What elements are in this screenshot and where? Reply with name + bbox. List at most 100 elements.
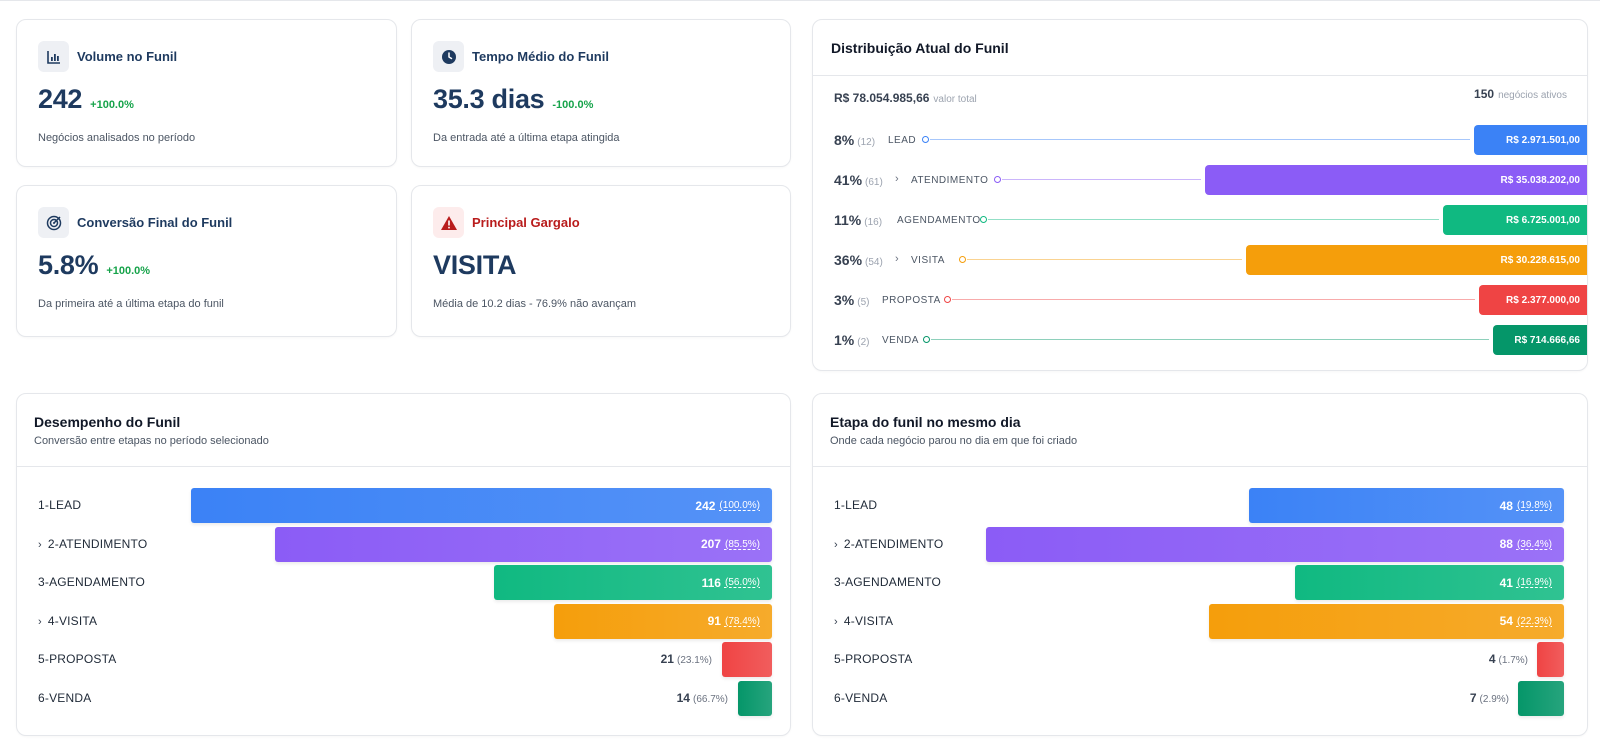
funnel-stage-label: 3-AGENDAMENTO (834, 575, 941, 589)
performance-title: Desempenho do Funil (34, 414, 181, 430)
funnel-stage-label: › 4-VISITA (38, 614, 97, 628)
distribution-row[interactable]: 1% (2) VENDA R$ 714.666,66 (813, 325, 1587, 355)
distribution-stage-label: AGENDAMENTO (897, 215, 981, 226)
funnel-bar[interactable]: 116 (56.0%) (494, 565, 772, 600)
funnel-stage-label: 6-VENDA (38, 691, 91, 705)
distribution-bar[interactable]: R$ 714.666,66 (1493, 325, 1587, 355)
funnel-bar[interactable]: 41 (16.9%) (1295, 565, 1564, 600)
chevron-right-icon[interactable]: › (834, 538, 838, 551)
funnel-row[interactable]: 3-AGENDAMENTO 41 (16.9%) (813, 565, 1587, 600)
funnel-percent: (23.1%) (676, 655, 712, 666)
funnel-stage-label: › 2-ATENDIMENTO (834, 537, 943, 551)
chevron-right-icon[interactable]: › (38, 538, 42, 551)
distribution-amount: R$ 714.666,66 (1514, 334, 1580, 346)
funnel-value: 88 (1499, 537, 1513, 551)
chevron-right-icon[interactable]: › (38, 615, 42, 628)
funnel-value: 91 (707, 614, 721, 628)
funnel-percent: (100.0%) (719, 500, 760, 511)
funnel-value: 54 (1499, 614, 1513, 628)
funnel-row[interactable]: 6-VENDA 7 (2.9%) (813, 680, 1587, 716)
funnel-stage-label: › 2-ATENDIMENTO (38, 537, 147, 551)
funnel-bar[interactable]: 48 (19.8%) (1249, 488, 1564, 523)
funnel-row[interactable]: › 4-VISITA 54 (22.3%) (813, 603, 1587, 639)
distribution-row[interactable]: 11% (16) AGENDAMENTO R$ 6.725.001,00 (813, 205, 1587, 235)
stage-connector-line (931, 339, 1489, 340)
funnel-bar[interactable]: 54 (22.3%) (1209, 603, 1564, 639)
kpi-subtitle: Negócios analisados no período (38, 132, 196, 144)
kpi-delta: +100.0% (90, 99, 134, 111)
chevron-right-icon[interactable]: › (895, 253, 899, 265)
distribution-bar[interactable]: R$ 6.725.001,00 (1443, 205, 1587, 235)
stage-dot-icon (980, 216, 987, 223)
distribution-bar[interactable]: R$ 2.377.000,00 (1479, 285, 1587, 315)
funnel-stage-label: 1-LEAD (834, 498, 877, 512)
target-icon (38, 207, 69, 238)
kpi-card-volume: Volume no Funil 242 +100.0% Negócios ana… (16, 19, 397, 167)
funnel-percent: (2.9%) (1479, 693, 1509, 705)
funnel-value: 21 (660, 652, 674, 666)
funnel-row[interactable]: › 2-ATENDIMENTO 88 (36.4%) (813, 526, 1587, 562)
distribution-amount: R$ 35.038.202,00 (1500, 174, 1580, 186)
funnel-row[interactable]: 3-AGENDAMENTO 116 (56.0%) (17, 565, 790, 600)
kpi-title: Volume no Funil (77, 49, 178, 64)
divider (17, 466, 790, 467)
funnel-percent: (66.7%) (692, 693, 728, 705)
funnel-bar[interactable] (1537, 642, 1564, 677)
funnel-bar[interactable]: 88 (36.4%) (986, 526, 1564, 562)
funnel-stage-name: 6-VENDA (834, 690, 888, 705)
funnel-value: 14 (676, 690, 690, 705)
distribution-row[interactable]: 41% (61) › ATENDIMENTO R$ 35.038.202,00 (813, 165, 1587, 195)
funnel-stage-name: 5-PROPOSTA (834, 652, 913, 666)
funnel-bar[interactable]: 207 (85.5%) (275, 526, 772, 562)
funnel-row[interactable]: › 4-VISITA 91 (78.4%) (17, 603, 790, 639)
funnel-row[interactable]: 1-LEAD 48 (19.8%) (813, 488, 1587, 523)
funnel-value: 207 (700, 537, 721, 551)
funnel-row[interactable]: 5-PROPOSTA 21 (23.1%) (17, 642, 790, 677)
funnel-bar[interactable]: 242 (100.0%) (191, 488, 772, 523)
chevron-right-icon[interactable]: › (895, 173, 899, 185)
funnel-stage-label: 1-LEAD (38, 498, 81, 512)
funnel-row[interactable]: › 2-ATENDIMENTO 207 (85.5%) (17, 526, 790, 562)
funnel-row[interactable]: 5-PROPOSTA 4 (1.7%) (813, 642, 1587, 677)
funnel-value-label: 7 (2.9%) (1470, 691, 1509, 705)
funnel-bar[interactable] (1518, 680, 1564, 716)
funnel-percent: (56.0%) (724, 577, 760, 588)
distribution-row[interactable]: 3% (5) PROPOSTA R$ 2.377.000,00 (813, 285, 1587, 315)
distribution-percent: 36% (54) (834, 252, 883, 268)
funnel-value-label: 21 (23.1%) (661, 652, 712, 666)
stage-dot-icon (994, 176, 1001, 183)
warning-icon (433, 207, 464, 238)
kpi-card-tempo: Tempo Médio do Funil 35.3 dias -100.0% D… (411, 19, 791, 167)
distribution-bar[interactable]: R$ 30.228.615,00 (1246, 245, 1587, 275)
funnel-stage-name: 2-ATENDIMENTO (843, 536, 944, 551)
distribution-bar[interactable]: R$ 35.038.202,00 (1205, 165, 1587, 195)
distribution-amount: R$ 6.725.001,00 (1506, 214, 1580, 226)
distribution-percent: 1% (2) (834, 332, 870, 348)
stage-dot-icon (923, 336, 930, 343)
distribution-percent: 3% (5) (834, 292, 870, 308)
funnel-bar[interactable] (722, 642, 772, 677)
funnel-percent: (85.5%) (724, 538, 760, 550)
funnel-bar[interactable]: 91 (78.4%) (554, 603, 772, 639)
distribution-stage-label: ATENDIMENTO (911, 175, 989, 186)
performance-card: Desempenho do Funil Conversão entre etap… (16, 393, 791, 736)
distribution-row[interactable]: 8% (12) LEAD R$ 2.971.501,00 (813, 125, 1587, 155)
funnel-row[interactable]: 1-LEAD 242 (100.0%) (17, 488, 790, 523)
distribution-active: 150 negócios ativos (1474, 87, 1567, 101)
funnel-stage-name: 3-AGENDAMENTO (834, 575, 942, 589)
chevron-right-icon[interactable]: › (834, 615, 838, 628)
distribution-count: (16) (864, 217, 883, 228)
sameday-title: Etapa do funil no mesmo dia (830, 414, 1021, 430)
funnel-value: 242 (695, 498, 716, 513)
funnel-row[interactable]: 6-VENDA 14 (66.7%) (17, 680, 790, 716)
bar-chart-icon (38, 41, 69, 72)
funnel-bar[interactable] (738, 680, 772, 716)
distribution-row[interactable]: 36% (54) › VISITA R$ 30.228.615,00 (813, 245, 1587, 275)
funnel-value-label: 14 (66.7%) (677, 691, 728, 705)
distribution-total: R$ 78.054.985,66 valor total (834, 91, 977, 105)
funnel-stage-label: 3-AGENDAMENTO (38, 575, 145, 589)
distribution-bar[interactable]: R$ 2.971.501,00 (1474, 125, 1587, 155)
funnel-stage-name: 2-ATENDIMENTO (47, 536, 148, 551)
kpi-delta: +100.0% (106, 265, 151, 277)
funnel-value: 7 (1469, 690, 1477, 705)
